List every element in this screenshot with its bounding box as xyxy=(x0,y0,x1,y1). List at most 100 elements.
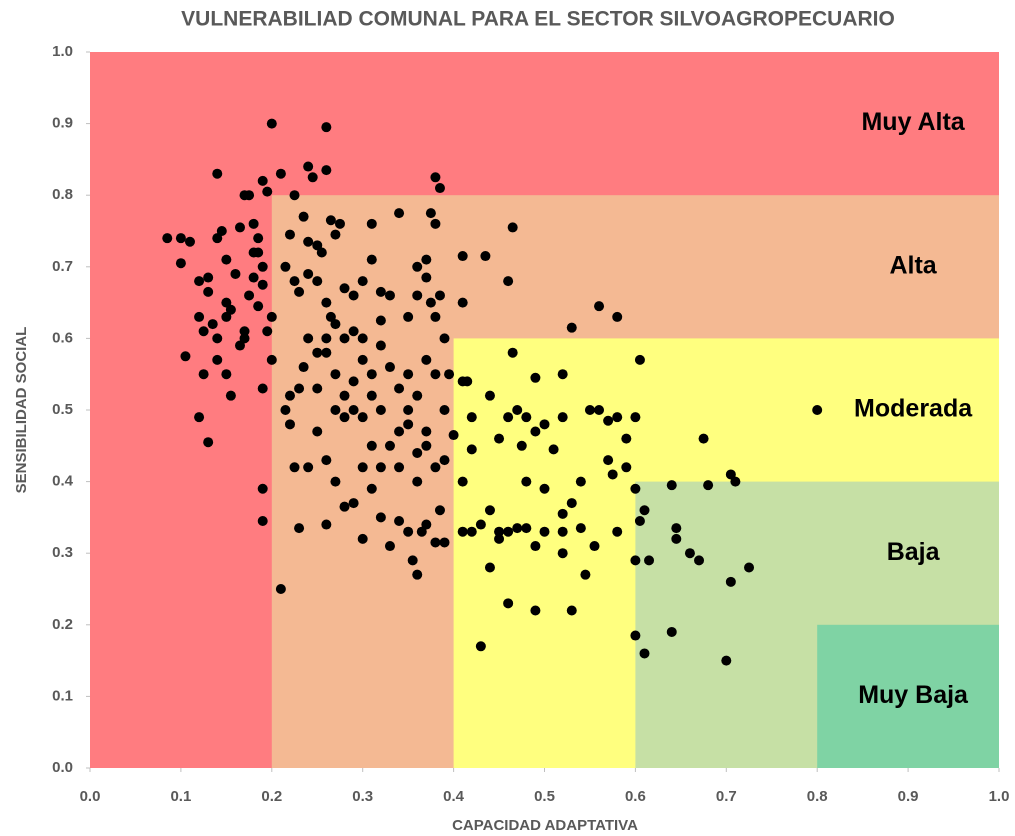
point xyxy=(539,419,550,430)
point xyxy=(266,311,277,322)
y-tick-label: 0.8 xyxy=(52,186,73,203)
point xyxy=(321,519,332,530)
point xyxy=(212,333,223,344)
point xyxy=(444,369,455,380)
point xyxy=(421,426,432,437)
point xyxy=(307,172,318,183)
point xyxy=(207,319,218,330)
point xyxy=(671,533,682,544)
point xyxy=(725,469,736,480)
point xyxy=(212,354,223,365)
point xyxy=(334,218,345,229)
point xyxy=(403,405,414,415)
point xyxy=(484,390,495,401)
point xyxy=(621,433,632,444)
point xyxy=(430,462,441,473)
point xyxy=(262,326,273,337)
point xyxy=(375,512,386,523)
point xyxy=(407,555,418,566)
point xyxy=(298,211,309,222)
point xyxy=(348,326,359,337)
point xyxy=(257,279,268,290)
point xyxy=(230,268,241,279)
point xyxy=(630,483,641,494)
point xyxy=(630,630,641,641)
point xyxy=(621,462,632,473)
point xyxy=(330,319,341,330)
point xyxy=(294,286,305,297)
point xyxy=(466,526,477,537)
point xyxy=(321,165,332,176)
point xyxy=(416,526,427,537)
zone-label: Baja xyxy=(887,538,941,566)
point xyxy=(248,218,259,229)
point xyxy=(539,526,550,537)
y-tick-label: 0.4 xyxy=(52,473,74,490)
point xyxy=(248,272,259,283)
zone-label: Muy Alta xyxy=(861,108,965,136)
point xyxy=(298,362,309,373)
point xyxy=(530,372,541,383)
y-tick-label: 0.1 xyxy=(52,687,73,704)
point xyxy=(394,208,405,219)
point xyxy=(430,369,441,380)
x-tick-label: 0.7 xyxy=(716,788,737,805)
point xyxy=(425,297,436,308)
point xyxy=(257,261,268,272)
point xyxy=(244,290,255,301)
x-tick-label: 0.8 xyxy=(807,788,828,805)
point xyxy=(366,254,377,265)
y-axis-label: SENSIBILIDAD SOCIAL xyxy=(13,327,30,494)
point xyxy=(316,247,327,258)
chart-title: VULNERABILIAD COMUNAL PARA EL SECTOR SIL… xyxy=(181,8,895,31)
point xyxy=(203,272,214,283)
point xyxy=(494,433,505,444)
x-tick-label: 1.0 xyxy=(989,788,1010,805)
point xyxy=(603,415,614,426)
point xyxy=(521,412,532,423)
y-tick-label: 0.5 xyxy=(52,401,73,418)
point xyxy=(457,476,468,487)
point xyxy=(403,311,414,322)
point xyxy=(430,172,441,183)
point xyxy=(339,283,350,294)
point xyxy=(466,444,477,455)
point xyxy=(634,354,645,365)
point xyxy=(412,447,423,458)
point xyxy=(457,297,468,308)
point xyxy=(375,405,386,415)
point xyxy=(212,233,223,244)
point xyxy=(330,476,341,487)
point xyxy=(684,548,695,559)
point xyxy=(348,290,359,301)
x-tick-label: 0.1 xyxy=(170,788,191,805)
point xyxy=(312,240,323,251)
point xyxy=(321,347,332,358)
point xyxy=(216,226,227,236)
point xyxy=(375,462,386,473)
point xyxy=(421,519,432,530)
point xyxy=(339,390,350,401)
point xyxy=(503,276,514,287)
point xyxy=(312,347,323,358)
point xyxy=(412,476,423,487)
point xyxy=(503,412,514,423)
point xyxy=(557,548,568,559)
point xyxy=(312,276,323,287)
point xyxy=(262,186,273,197)
point xyxy=(194,276,205,287)
point xyxy=(457,251,468,262)
point xyxy=(221,311,232,322)
point xyxy=(198,326,209,337)
point xyxy=(321,333,332,344)
point xyxy=(694,555,705,566)
point xyxy=(203,437,214,448)
point xyxy=(412,261,423,272)
point xyxy=(266,118,277,129)
point xyxy=(457,526,468,537)
point xyxy=(516,440,527,451)
point xyxy=(530,605,541,616)
point xyxy=(448,430,459,441)
point xyxy=(394,515,405,526)
